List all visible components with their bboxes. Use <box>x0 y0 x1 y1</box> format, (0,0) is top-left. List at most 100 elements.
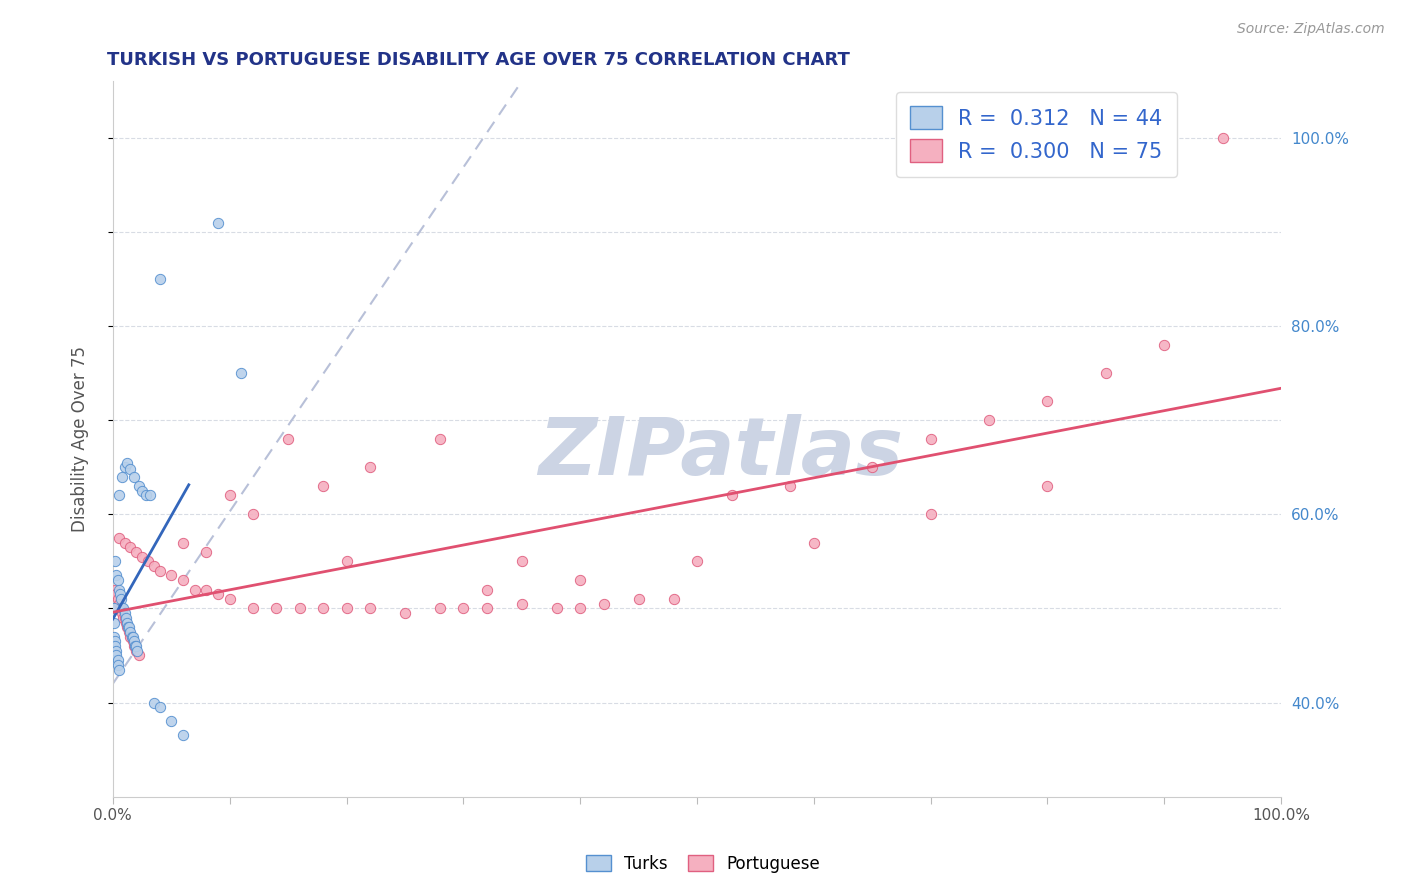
Point <box>111 606 134 620</box>
Point <box>107 653 129 667</box>
Point <box>107 597 129 611</box>
Point <box>114 611 136 625</box>
Point <box>394 606 416 620</box>
Point <box>125 644 148 658</box>
Point <box>122 469 145 483</box>
Point <box>118 624 141 639</box>
Point <box>112 611 135 625</box>
Point <box>142 559 165 574</box>
Point <box>779 479 801 493</box>
Point <box>977 413 1000 427</box>
Point <box>160 568 183 582</box>
Point <box>429 601 451 615</box>
Point <box>120 462 142 476</box>
Point <box>920 508 942 522</box>
Point <box>136 554 159 568</box>
Point <box>803 535 825 549</box>
Point <box>242 601 264 615</box>
Point <box>115 615 138 630</box>
Point <box>135 488 157 502</box>
Point <box>277 432 299 446</box>
Point <box>195 582 218 597</box>
Point <box>475 582 498 597</box>
Point <box>121 630 143 644</box>
Point <box>121 630 143 644</box>
Y-axis label: Disability Age Over 75: Disability Age Over 75 <box>72 346 89 532</box>
Point <box>139 488 162 502</box>
Point <box>103 601 125 615</box>
Legend: Turks, Portuguese: Turks, Portuguese <box>579 848 827 880</box>
Point <box>546 601 568 615</box>
Point <box>114 460 136 475</box>
Point <box>288 601 311 615</box>
Point <box>112 601 135 615</box>
Point <box>721 488 744 502</box>
Point <box>218 488 240 502</box>
Point <box>142 696 165 710</box>
Point <box>359 601 381 615</box>
Point <box>107 657 129 672</box>
Point <box>128 479 150 493</box>
Point <box>105 648 128 663</box>
Point <box>124 639 146 653</box>
Point <box>160 714 183 729</box>
Point <box>242 508 264 522</box>
Point <box>920 432 942 446</box>
Point <box>124 639 146 653</box>
Point <box>114 535 136 549</box>
Point <box>172 729 194 743</box>
Point <box>103 630 125 644</box>
Point <box>429 432 451 446</box>
Point <box>107 663 129 677</box>
Point <box>122 639 145 653</box>
Point <box>312 479 335 493</box>
Point <box>118 620 141 634</box>
Text: ZIPatlas: ZIPatlas <box>538 414 903 492</box>
Point <box>1153 338 1175 352</box>
Point <box>335 554 357 568</box>
Point <box>218 592 240 607</box>
Point <box>111 601 134 615</box>
Point <box>114 611 136 625</box>
Point <box>107 488 129 502</box>
Point <box>108 587 131 601</box>
Point <box>131 483 153 498</box>
Point <box>114 606 136 620</box>
Point <box>120 630 142 644</box>
Point <box>510 597 533 611</box>
Point <box>183 582 205 597</box>
Point <box>107 592 129 607</box>
Point <box>335 601 357 615</box>
Point <box>107 531 129 545</box>
Point <box>115 620 138 634</box>
Point <box>359 460 381 475</box>
Point <box>120 624 142 639</box>
Point <box>453 601 475 615</box>
Point <box>120 541 142 555</box>
Point <box>105 644 128 658</box>
Text: TURKISH VS PORTUGUESE DISABILITY AGE OVER 75 CORRELATION CHART: TURKISH VS PORTUGUESE DISABILITY AGE OVE… <box>107 51 849 69</box>
Point <box>1212 131 1234 145</box>
Point <box>1036 394 1059 409</box>
Point <box>110 592 132 607</box>
Point <box>125 545 148 559</box>
Point <box>1036 479 1059 493</box>
Point <box>104 582 127 597</box>
Point <box>131 549 153 564</box>
Point <box>231 366 253 380</box>
Point <box>662 592 685 607</box>
Point <box>103 615 125 630</box>
Point <box>569 601 592 615</box>
Point <box>860 460 883 475</box>
Point <box>104 639 127 653</box>
Point <box>128 648 150 663</box>
Point <box>121 630 143 644</box>
Point <box>105 568 128 582</box>
Point <box>569 573 592 587</box>
Point <box>107 582 129 597</box>
Point <box>148 700 170 714</box>
Point <box>105 587 128 601</box>
Point <box>127 644 149 658</box>
Point <box>172 535 194 549</box>
Point <box>111 469 134 483</box>
